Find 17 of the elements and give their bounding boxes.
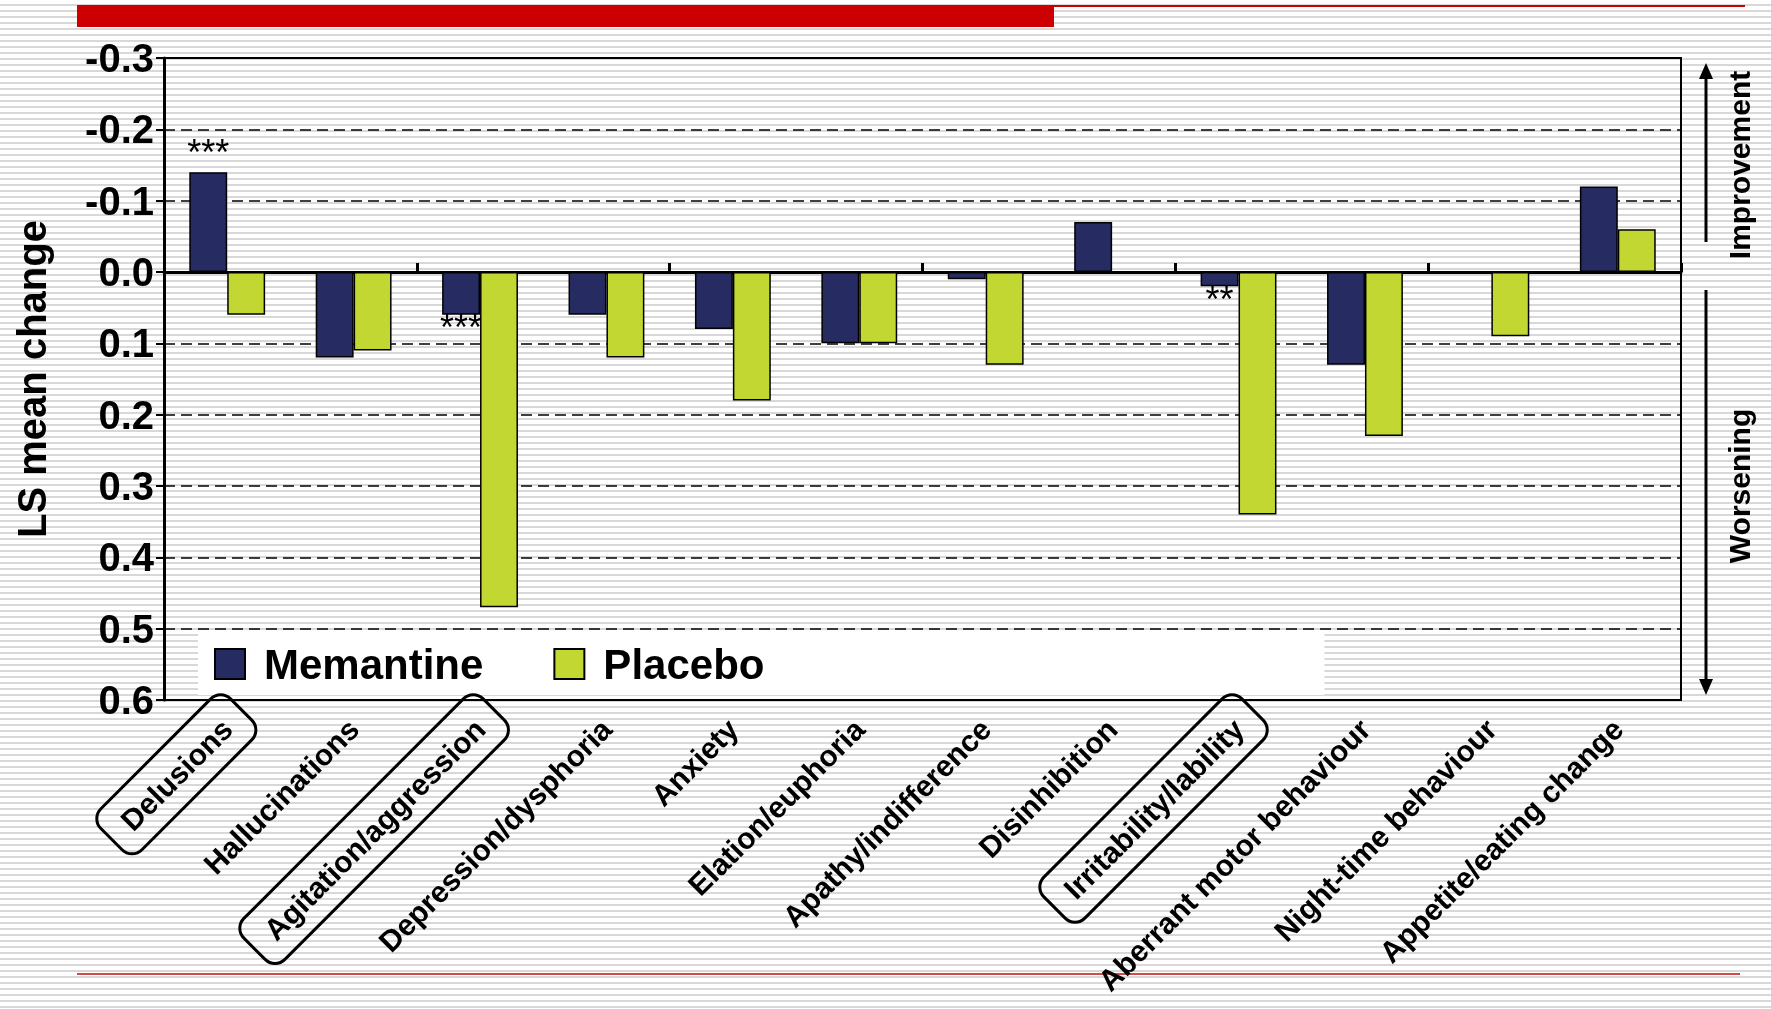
text: Worsening bbox=[1722, 408, 1756, 564]
y-tick-label: 0.6 bbox=[98, 678, 154, 722]
y-tick-label: 0.4 bbox=[98, 535, 155, 580]
y-tick-label: 0.5 bbox=[98, 606, 154, 651]
y-tick-label: -0.2 bbox=[85, 107, 154, 152]
y-axis-title: LS mean change bbox=[10, 220, 54, 538]
y-tick-label: 0.2 bbox=[98, 392, 154, 437]
y-tick-label: 0.3 bbox=[98, 464, 154, 508]
y-tick-label: 0.0 bbox=[98, 250, 154, 294]
legend-label: Placebo bbox=[603, 640, 765, 688]
annotation: *** bbox=[187, 131, 230, 173]
legend-label: Memantine bbox=[264, 640, 484, 688]
y-tick-label: 0.1 bbox=[98, 321, 154, 366]
y-tick-label: -0.3 bbox=[85, 36, 154, 80]
y-tick-label: -0.1 bbox=[85, 178, 154, 223]
annotation: ** bbox=[1205, 278, 1234, 320]
text: Improvement bbox=[1722, 70, 1756, 260]
